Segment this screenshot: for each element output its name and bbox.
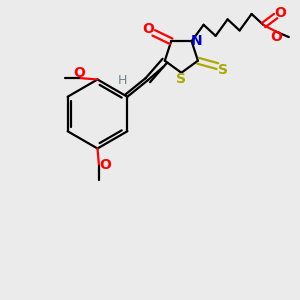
Text: S: S <box>176 72 186 86</box>
Text: H: H <box>117 74 127 87</box>
Text: N: N <box>190 34 202 48</box>
Text: S: S <box>218 63 228 77</box>
Text: O: O <box>73 66 85 80</box>
Text: O: O <box>142 22 154 36</box>
Text: O: O <box>274 6 286 20</box>
Text: O: O <box>270 30 282 44</box>
Text: O: O <box>100 158 112 172</box>
